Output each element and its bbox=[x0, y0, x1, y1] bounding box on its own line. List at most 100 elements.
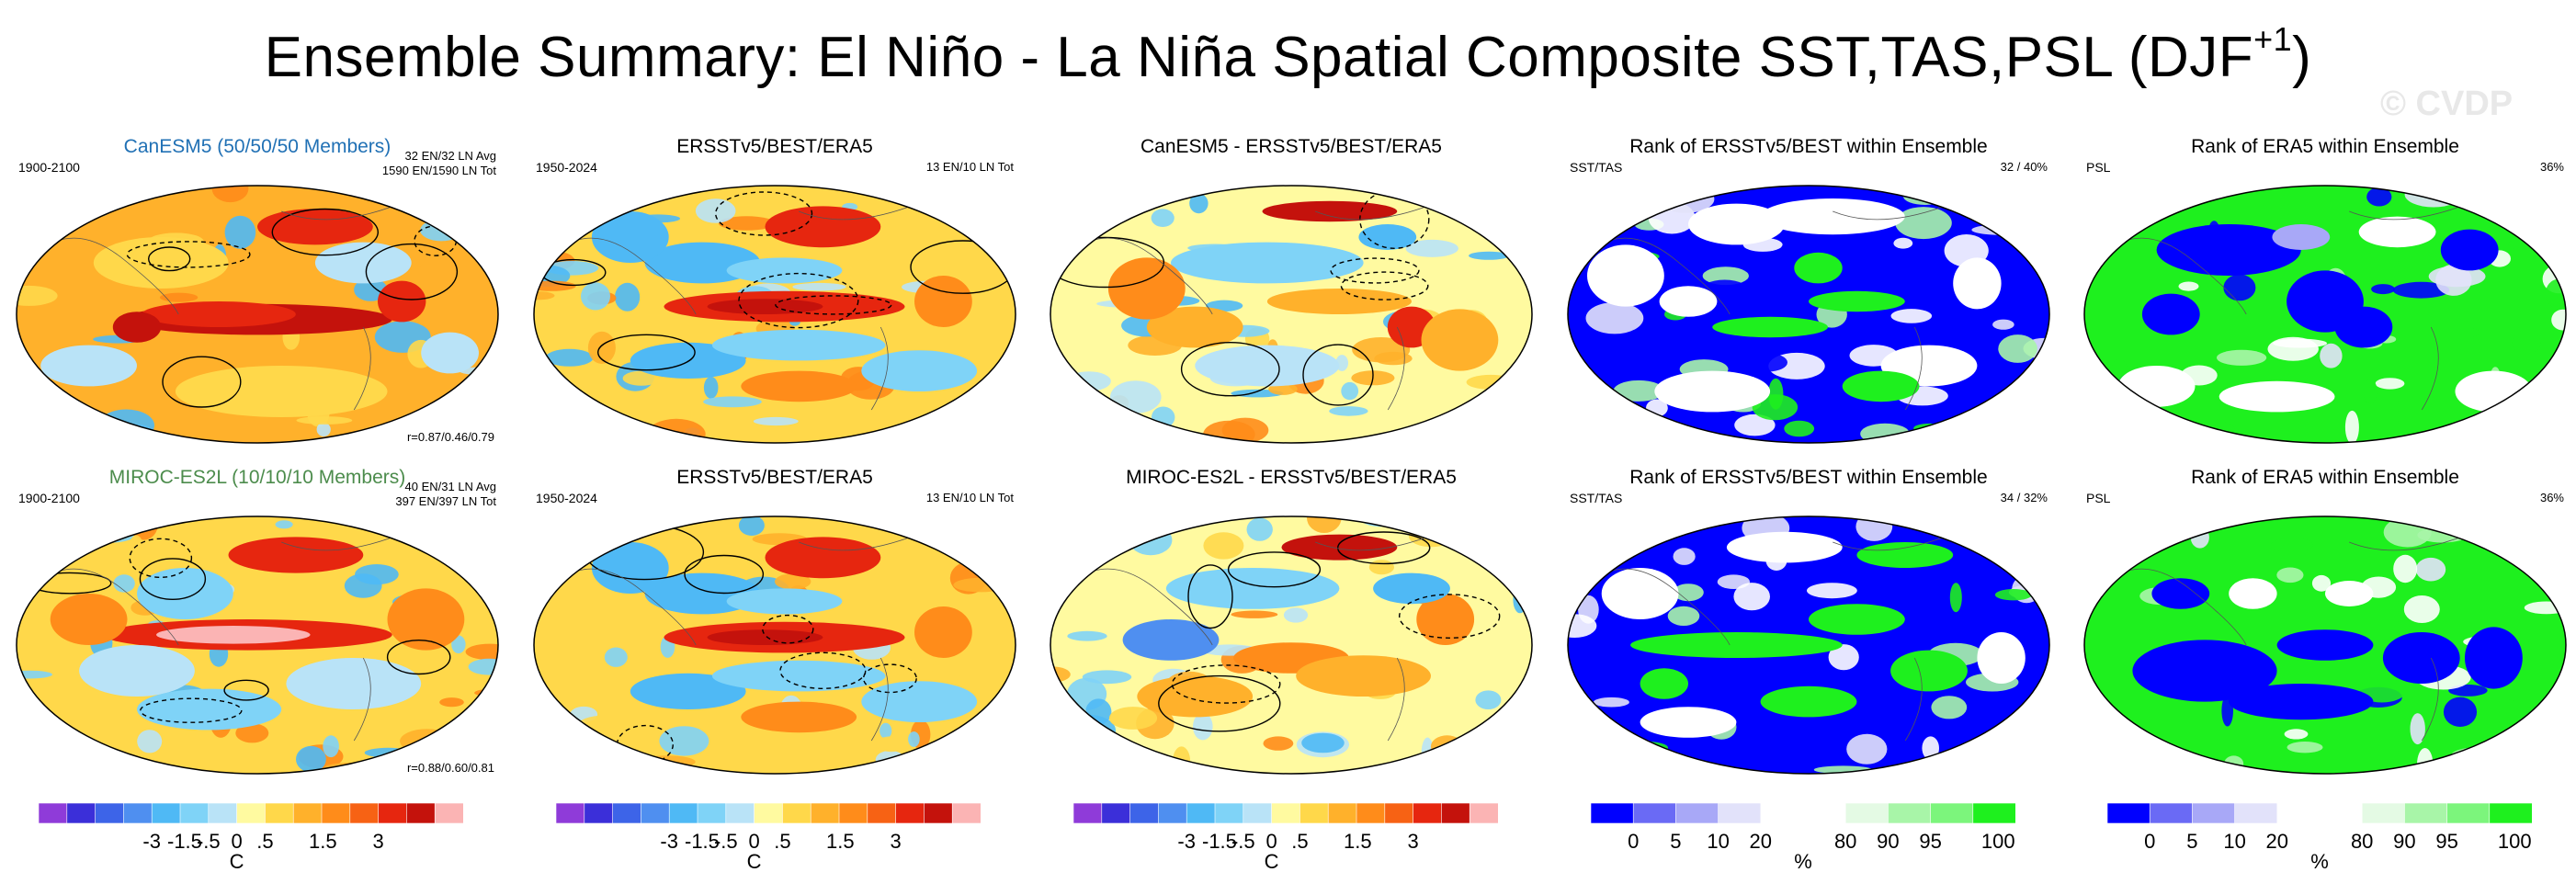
anomaly-patch bbox=[647, 418, 706, 443]
anomaly-region bbox=[2272, 224, 2331, 250]
anomaly-region bbox=[1712, 316, 1828, 338]
anomaly-patch bbox=[1893, 237, 1913, 249]
map-panel-r1c3: CanESM5 - ERSSTv5/BEST/ERA5 bbox=[1034, 136, 1549, 467]
anomaly-patch bbox=[2019, 186, 2041, 217]
map-panel-r2c2: ERSSTv5/BEST/ERA5 1950-2024 13 EN/10 LN To… bbox=[517, 467, 1032, 798]
anomaly-region bbox=[1266, 289, 1412, 314]
colorbar-swatch bbox=[1384, 802, 1414, 824]
anomaly-region bbox=[2334, 306, 2393, 348]
anomaly-patch bbox=[703, 396, 762, 408]
anomaly-patch bbox=[2435, 264, 2472, 296]
anomaly-patch bbox=[718, 216, 776, 231]
anomaly-patch bbox=[2090, 412, 2136, 438]
anomaly-region bbox=[2141, 293, 2200, 335]
anomaly-patch bbox=[1655, 763, 1693, 774]
colorbar-tick-label: 20 bbox=[1749, 830, 1773, 853]
anomaly-region bbox=[1654, 370, 1771, 413]
colorbar-swatch bbox=[1844, 802, 1889, 824]
colorbar-swatch bbox=[378, 802, 408, 824]
map-border bbox=[1567, 515, 2050, 775]
anomaly-region bbox=[2151, 578, 2210, 609]
colorbar-tick-label: 1.5 bbox=[826, 830, 855, 853]
anomaly-patch bbox=[1086, 530, 1133, 542]
anomaly-patch bbox=[934, 530, 989, 545]
anomaly-patch bbox=[975, 517, 988, 538]
anomaly-region bbox=[2440, 229, 2499, 271]
anomaly-patch bbox=[1890, 309, 1933, 323]
robinson-map bbox=[1050, 185, 1533, 444]
psl-contour-positive bbox=[1050, 236, 1165, 289]
anomaly-region bbox=[175, 366, 388, 417]
anomaly-patch bbox=[792, 282, 846, 291]
map-panel-r1c1: CanESM5 (50/50/50 Members) 1900-2100 32 EN… bbox=[0, 136, 515, 467]
anomaly-patch bbox=[211, 186, 249, 203]
anomaly-patch bbox=[1059, 381, 1093, 402]
colorbar-swatch bbox=[1072, 802, 1103, 824]
colorbar-tick-label: -.5 bbox=[196, 830, 221, 853]
anomaly-region bbox=[2219, 380, 2335, 413]
anomaly-patch bbox=[2084, 207, 2128, 241]
anomaly-patch bbox=[235, 723, 269, 743]
anomaly-patch bbox=[908, 731, 920, 747]
anomaly-patch bbox=[622, 370, 661, 386]
anomaly-patch bbox=[2363, 379, 2377, 403]
colorbar-tick-label: -3 bbox=[1177, 830, 1196, 853]
anomaly-patch bbox=[355, 564, 399, 585]
map-border bbox=[16, 185, 499, 444]
anomaly-region bbox=[1809, 290, 1905, 312]
psl-contour-positive bbox=[1158, 674, 1281, 732]
colorbar-swatch bbox=[584, 802, 614, 824]
anomaly-patch bbox=[1619, 741, 1668, 754]
anomaly-patch bbox=[1078, 759, 1112, 774]
anomaly-patch bbox=[382, 186, 397, 209]
anomaly-patch bbox=[1931, 696, 1968, 719]
colorbar-swatch bbox=[782, 802, 811, 824]
anomaly-patch bbox=[536, 522, 552, 546]
anomaly-region bbox=[861, 681, 978, 722]
colorbar-swatch bbox=[924, 802, 953, 824]
anomaly-patch bbox=[997, 517, 1016, 544]
colorbar-swatch bbox=[2319, 802, 2364, 824]
anomaly-region bbox=[1856, 542, 1954, 568]
anomaly-region bbox=[1373, 572, 1450, 605]
panel-left-label: 1950-2024 bbox=[536, 491, 597, 505]
panel-left-label: 1950-2024 bbox=[536, 160, 597, 175]
anomaly-patch bbox=[439, 697, 464, 708]
psl-contour-negative bbox=[1171, 664, 1281, 704]
anomaly-patch bbox=[2451, 747, 2509, 764]
anomaly-patch bbox=[137, 730, 163, 753]
colorbar-swatch bbox=[1888, 802, 1932, 824]
anomaly-patch bbox=[1263, 736, 1294, 751]
anomaly-patch bbox=[740, 768, 758, 774]
colorbar-swatch bbox=[2192, 802, 2236, 824]
colorbar-tick-label: 20 bbox=[2265, 830, 2289, 853]
anomaly-patch bbox=[2480, 746, 2500, 758]
anomaly-patch bbox=[2217, 349, 2267, 366]
anomaly-patch bbox=[2026, 548, 2038, 562]
anomaly-patch bbox=[534, 738, 563, 753]
anomaly-patch bbox=[2030, 230, 2049, 243]
anomaly-patch bbox=[2403, 595, 2440, 623]
colorbar-swatch bbox=[1590, 802, 1635, 824]
anomaly-patch bbox=[1421, 737, 1434, 770]
colorbar-tick-label: 90 bbox=[1877, 830, 1900, 853]
anomaly-patch bbox=[1568, 203, 1613, 215]
anomaly-patch bbox=[2443, 697, 2478, 727]
anomaly-patch bbox=[1301, 732, 1345, 753]
anomaly-patch bbox=[1667, 606, 1700, 626]
anomaly-patch bbox=[659, 726, 709, 756]
colorbar-swatch bbox=[641, 802, 671, 824]
anomaly-region bbox=[765, 206, 881, 248]
anomaly-patch bbox=[1469, 251, 1510, 260]
colorbar-swatch bbox=[1760, 802, 1804, 824]
anomaly-region bbox=[2358, 216, 2436, 248]
anomaly-patch bbox=[1613, 380, 1665, 402]
anomaly-patch bbox=[1515, 520, 1532, 538]
colorbar-swatch bbox=[2106, 802, 2151, 824]
anomaly-region bbox=[707, 299, 823, 314]
anomaly-region bbox=[228, 537, 364, 573]
anomaly-patch bbox=[2366, 187, 2392, 207]
colorbar-swatch bbox=[2149, 802, 2194, 824]
panel-title: Rank of ERA5 within Ensemble bbox=[2191, 467, 2459, 488]
psl-contour-positive bbox=[223, 679, 269, 701]
